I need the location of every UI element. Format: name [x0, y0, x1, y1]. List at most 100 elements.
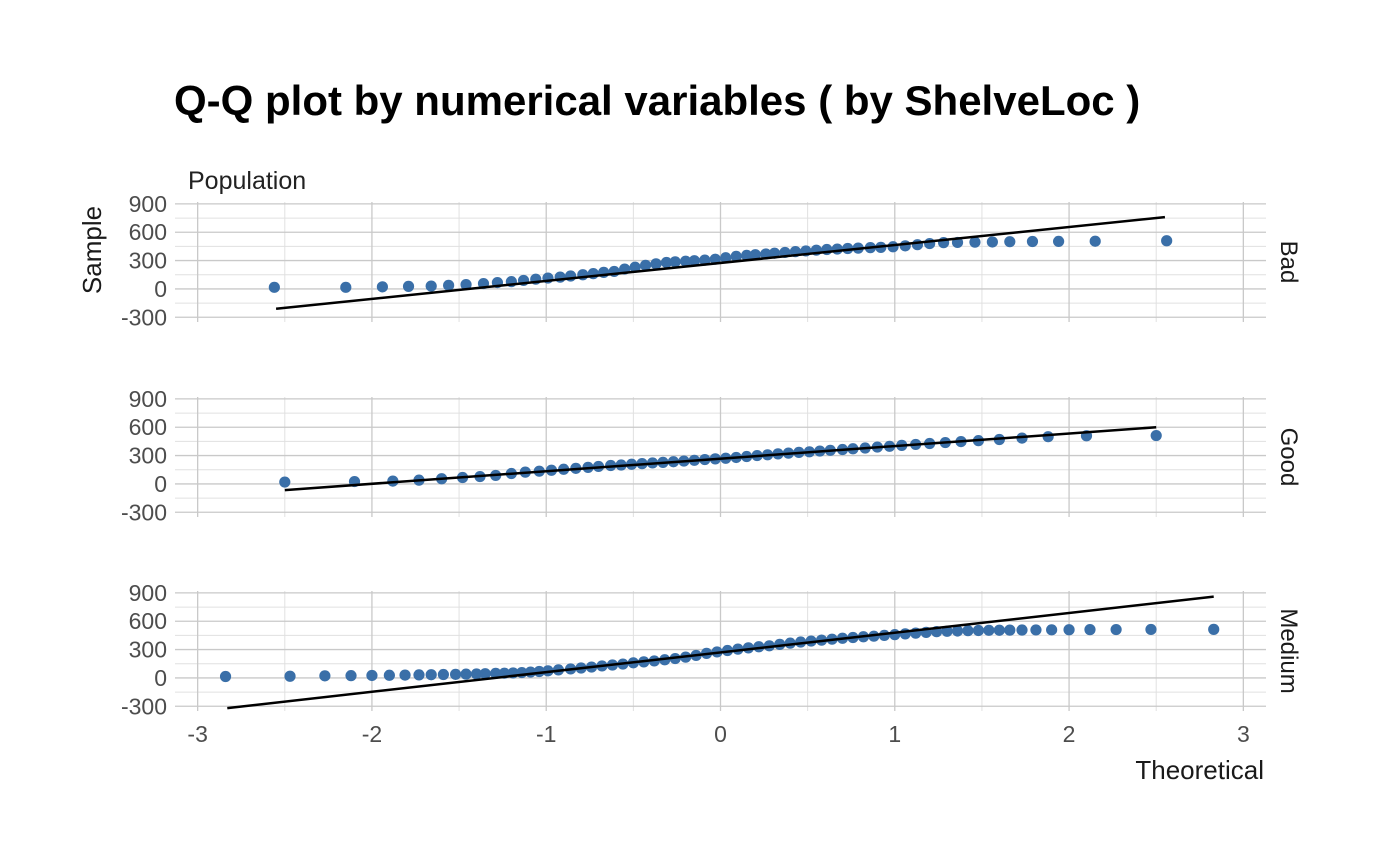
x-tick-label: 0 [714, 721, 727, 747]
data-point [425, 280, 437, 292]
x-axis: -3 -2 -1 0 1 2 3 [187, 721, 1249, 747]
qq-reference-line [284, 425, 1157, 492]
data-point [470, 668, 483, 680]
y-tick-label: 900 [129, 191, 167, 217]
data-point [413, 669, 425, 681]
x-tick-label: -2 [362, 721, 382, 747]
data-point [680, 255, 692, 267]
data-point [1026, 235, 1039, 248]
data-point [319, 670, 331, 682]
data-point [460, 278, 472, 291]
data-point [437, 668, 449, 681]
data-point [1053, 235, 1065, 248]
data-point [650, 258, 662, 270]
data-point [219, 670, 232, 683]
data-point [340, 281, 352, 293]
data-point [669, 256, 681, 268]
x-tick-label: -1 [536, 721, 556, 747]
y-tick-label: 600 [129, 608, 167, 634]
data-point [345, 670, 357, 682]
data-point [972, 624, 985, 637]
data-point [730, 250, 742, 262]
data-point [969, 236, 981, 248]
data-point [749, 249, 761, 261]
data-point [941, 625, 953, 637]
facet-strip-label: Bad [1275, 241, 1302, 284]
data-point [962, 625, 974, 637]
y-tick-label: 300 [129, 443, 167, 469]
y-tick-label: -300 [121, 693, 167, 719]
y-tick-label: 600 [129, 414, 167, 440]
y-tick-label: 0 [154, 276, 167, 302]
y-tick-label: -300 [121, 304, 167, 330]
data-point [279, 476, 291, 488]
data-point [479, 668, 491, 680]
x-tick-label: -3 [187, 721, 207, 747]
chart-subtitle: Population [188, 167, 306, 195]
data-point [425, 669, 437, 681]
data-point [284, 670, 296, 682]
data-point [1089, 235, 1101, 247]
x-tick-label: 3 [1237, 721, 1250, 747]
y-tick-label: 900 [129, 386, 167, 412]
data-point [1084, 624, 1096, 636]
data-point [1004, 624, 1016, 636]
data-point [1063, 624, 1075, 636]
y-tick-label: 600 [129, 219, 167, 245]
data-point [268, 281, 280, 293]
data-point [449, 668, 462, 680]
data-point [376, 281, 388, 293]
data-point [699, 254, 711, 266]
data-point [951, 625, 964, 637]
y-tick-label: 300 [129, 637, 167, 663]
data-point [383, 669, 395, 681]
facet-strip-label: Good [1275, 428, 1302, 487]
data-point [911, 239, 924, 251]
data-point [741, 249, 753, 261]
data-point [924, 237, 936, 250]
data-point [720, 252, 732, 264]
chart-title: Q-Q plot by numerical variables ( by She… [174, 77, 1140, 124]
data-point [629, 261, 641, 273]
data-point [688, 255, 700, 267]
data-point [1161, 235, 1173, 247]
data-point [1145, 623, 1157, 636]
y-tick-label: 300 [129, 248, 167, 274]
data-point [1150, 429, 1162, 442]
y-axis-title: Sample [77, 206, 107, 294]
data-point [1046, 624, 1058, 636]
y-tick-label: 0 [154, 665, 167, 691]
qq-reference-line [275, 215, 1166, 311]
x-tick-label: 1 [888, 721, 901, 747]
data-point [490, 667, 502, 679]
data-point [1030, 624, 1042, 636]
y-tick-label: 0 [154, 471, 167, 497]
y-tick-label: -300 [121, 499, 167, 525]
data-point [399, 669, 411, 681]
qq-reference-line [227, 595, 1214, 710]
facet-panels: -3000300600900Bad-3000300600900Good-3000… [121, 191, 1302, 719]
data-point [993, 624, 1005, 636]
data-point [899, 240, 911, 252]
y-tick-label: 900 [129, 580, 167, 606]
data-point [889, 629, 901, 641]
data-point [366, 669, 378, 682]
data-point [443, 279, 455, 291]
data-point [983, 624, 995, 636]
data-point [1004, 236, 1016, 248]
data-point [660, 256, 673, 269]
data-point [986, 236, 998, 248]
data-point [1110, 623, 1122, 636]
data-point [460, 668, 472, 680]
x-tick-label: 2 [1063, 721, 1076, 747]
data-point [1042, 431, 1054, 443]
data-point [831, 243, 843, 255]
x-axis-title: Theoretical [1135, 755, 1264, 785]
data-point [1208, 623, 1220, 635]
data-point [639, 259, 652, 271]
data-point [1016, 624, 1028, 636]
